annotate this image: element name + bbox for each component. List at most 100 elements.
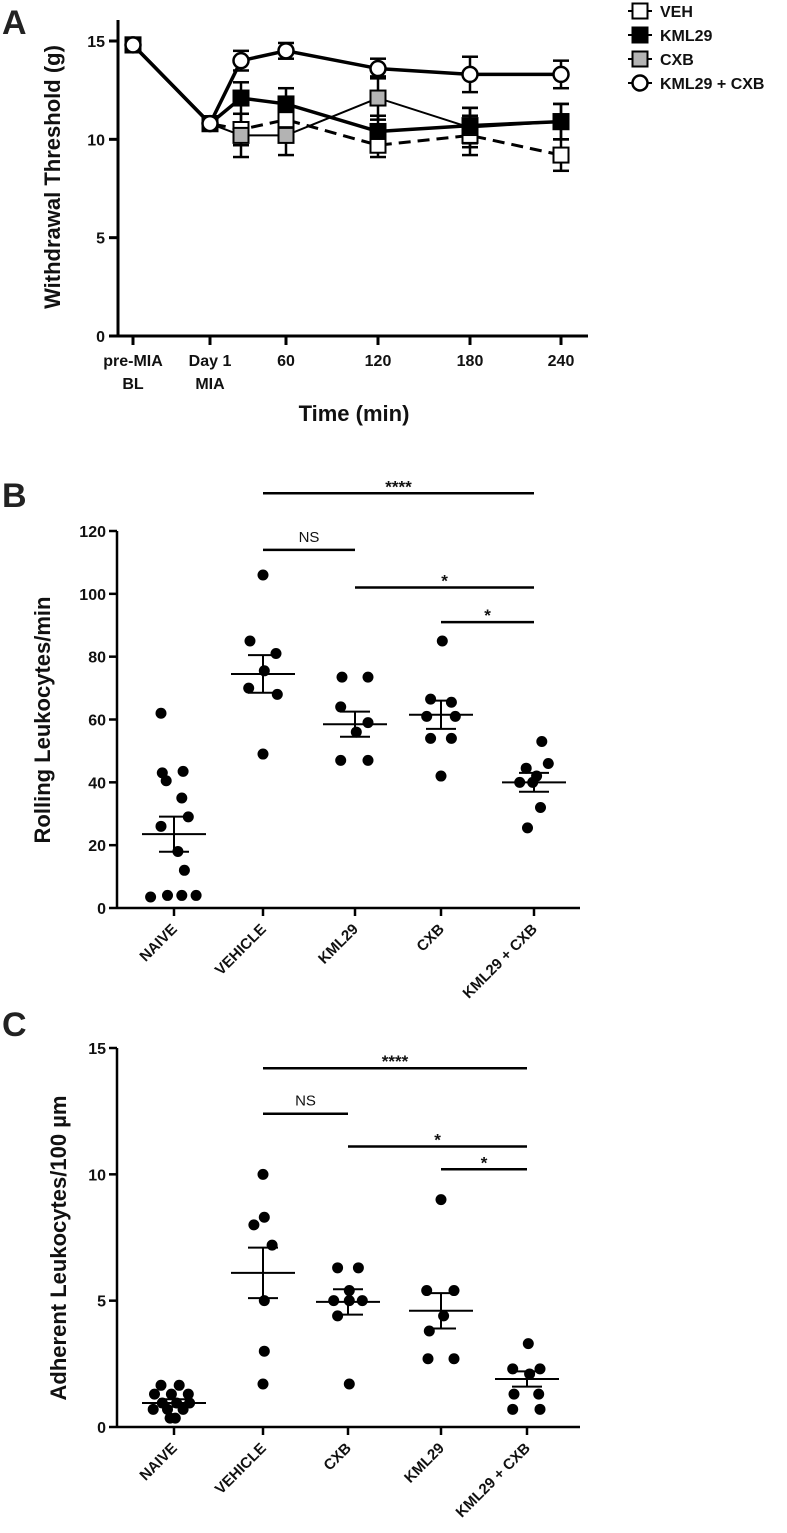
data-point-vehicle [257, 1168, 269, 1180]
data-point-kml29 [448, 1353, 460, 1365]
data-point-naive [173, 1379, 185, 1391]
data-point-kml29 [232, 89, 250, 107]
data-point-kml29 [423, 1325, 435, 1337]
x-tick-label: 120 [365, 353, 392, 370]
data-point-kml29 [362, 754, 374, 766]
significance-label: NS [299, 529, 320, 546]
chart-b: 0 20 40 60 80 100 120 NAIVE VEHICLE KML29 CXB KML29… [30, 477, 580, 1002]
x-tick-label: 60 [277, 353, 295, 370]
data-point-naive [178, 864, 190, 876]
data-point-kml29 [362, 671, 374, 683]
y-tick-label: 20 [88, 838, 106, 855]
data-point-naive [155, 707, 167, 719]
legend-label-kml29: KML29 [660, 28, 713, 45]
significance-label: NS [295, 1093, 316, 1110]
data-point-kml29-cxb [524, 1368, 536, 1380]
data-point-kml29 [350, 726, 362, 738]
chart-b-marks: **** NS * * [142, 477, 566, 903]
data-point-kml29-cxb [534, 1403, 546, 1415]
data-point-naive [155, 820, 167, 832]
data-point-cxb [343, 1295, 355, 1307]
data-point-vehicle [258, 1295, 270, 1307]
data-point-kml29-cxb [534, 1363, 546, 1375]
data-point-naive [145, 891, 157, 903]
x-tick-label: KML29 + CXB [453, 1440, 534, 1521]
y-tick-label: 15 [88, 1041, 106, 1058]
legend-marker-kml29-cxb [631, 74, 649, 92]
y-tick-label: 10 [87, 132, 105, 149]
data-point-kml29-cxb [542, 757, 554, 769]
data-point-cxb [356, 1295, 368, 1307]
data-point-kml29-cxb [369, 59, 387, 78]
data-point-kml29-cxb [522, 822, 533, 834]
data-point-cxb [421, 710, 433, 722]
x-tick-label: KML29 [315, 921, 362, 968]
data-point-kml29 [461, 117, 479, 135]
significance-label: * [481, 1153, 488, 1172]
data-point-kml29 [421, 1285, 433, 1297]
data-point-cxb [343, 1378, 355, 1390]
data-point-kml29-cxb [277, 42, 295, 60]
y-tick-label: 0 [97, 901, 106, 918]
data-point-kml29 [369, 122, 387, 140]
data-point-naive [149, 1388, 160, 1400]
y-tick-label: 40 [88, 775, 106, 792]
data-point-kml29-cxb [527, 776, 539, 788]
chart-c: 0 5 10 15 NAIVE VEHICLE CXB KML29 KML29 + CXB Ad… [46, 1041, 580, 1521]
data-point-naive [162, 1403, 173, 1415]
data-point-vehicle [244, 635, 256, 647]
data-point-naive [156, 767, 168, 779]
data-point-kml29-cxb [461, 65, 479, 84]
data-point-naive [162, 889, 173, 901]
chart-a-axes: 0 5 10 15 pre-MIA BL Day 1 MIA 60 120 180 240 [87, 20, 588, 393]
data-point-kml29 [552, 113, 570, 131]
data-point-cxb [436, 635, 448, 647]
x-tick-label: BL [122, 376, 144, 393]
legend-marker-veh [631, 2, 649, 20]
legend-label-cxb: CXB [660, 52, 694, 69]
data-point-naive [182, 1388, 194, 1400]
data-point-cxb [277, 126, 295, 144]
data-point-vehicle [257, 748, 269, 760]
data-point-kml29 [435, 1194, 447, 1206]
data-point-cxb [425, 732, 437, 744]
y-tick-label: 120 [79, 524, 106, 541]
data-point-kml29 [362, 717, 374, 729]
y-tick-label: 0 [96, 329, 105, 346]
data-point-kml29-cxb [535, 801, 546, 813]
x-tick-label: KML29 + CXB [460, 921, 541, 1002]
x-tick-label: 240 [548, 353, 575, 370]
data-point-vehicle [258, 1211, 270, 1223]
data-point-kml29 [336, 671, 348, 683]
panel-letter-c: C [2, 1006, 27, 1044]
data-point-kml29 [448, 1285, 460, 1297]
data-point-naive [165, 1388, 177, 1400]
x-tick-label: CXB [413, 921, 448, 956]
data-point-kml29-cxb [124, 36, 142, 54]
data-point-naive [176, 889, 188, 901]
chart-c-y-axis-title: Adherent Leukocytes/100 µm [46, 1096, 71, 1401]
y-tick-label: 5 [96, 231, 105, 248]
data-point-kml29-cxb [508, 1388, 520, 1400]
data-point-cxb [445, 732, 457, 744]
data-point-cxb [369, 89, 387, 107]
data-point-naive [169, 1412, 181, 1424]
data-point-vehicle [266, 1239, 278, 1251]
y-tick-label: 0 [97, 1420, 106, 1437]
data-point-cxb [445, 696, 457, 708]
data-point-vehicle [248, 1219, 260, 1231]
chart-c-marks: **** NS * * [142, 1052, 559, 1424]
y-tick-label: 60 [88, 713, 106, 730]
x-tick-label: MIA [195, 376, 225, 393]
data-point-naive [147, 1403, 159, 1415]
data-point-vehicle [258, 1345, 270, 1357]
panel-letter-b: B [2, 477, 27, 515]
significance-label: * [441, 572, 448, 591]
data-point-cxb [232, 126, 250, 144]
x-tick-label: VEHICLE [212, 921, 270, 979]
chart-b-y-axis-title: Rolling Leukocytes/min [30, 597, 55, 844]
data-point-kml29-cxb [507, 1403, 519, 1415]
series-line-kml29-cxb [131, 43, 561, 127]
y-tick-label: 10 [88, 1167, 106, 1184]
data-point-naive [155, 1379, 167, 1391]
